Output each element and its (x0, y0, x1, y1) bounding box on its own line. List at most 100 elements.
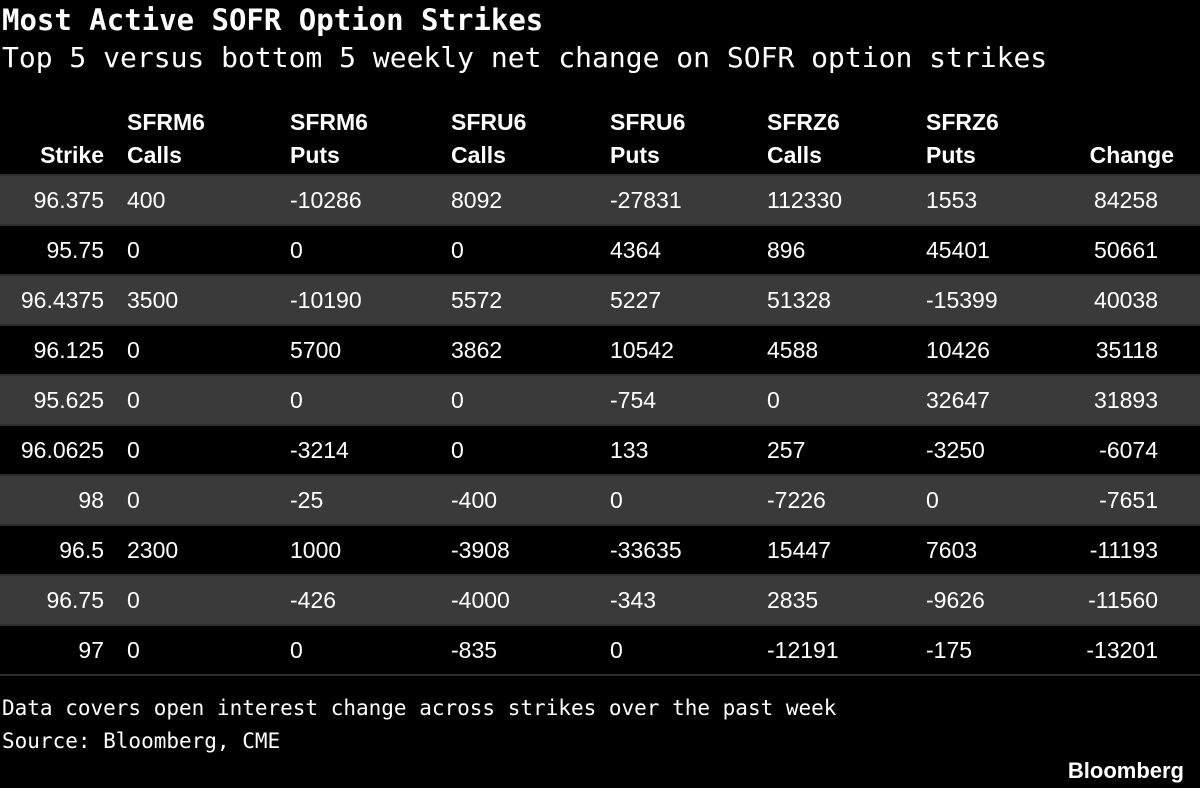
cell-change: -11560 (1088, 587, 1158, 613)
cell-sfrz6-calls: 51328 (767, 287, 831, 313)
table-row: 95.75 0 0 0 4364 896 45401 50661 (0, 226, 1200, 276)
column-header-sfrm6-calls: SFRM6 Calls (127, 106, 205, 172)
cell-sfrz6-calls: -12191 (767, 637, 839, 663)
cell-sfrz6-puts: 1553 (926, 187, 978, 213)
cell-sfrz6-puts: 7603 (926, 537, 978, 563)
cell-sfrm6-puts: -426 (290, 587, 337, 613)
table-row: 95.625 0 0 0 -754 0 32647 31893 (0, 376, 1200, 426)
cell-change: -6074 (1099, 437, 1158, 463)
cell-sfru6-puts: -343 (610, 587, 657, 613)
cell-change: -11193 (1089, 537, 1158, 563)
column-header-strike: Strike (0, 106, 104, 172)
table-row: 96.375 400 -10286 8092 -27831 112330 1553 84258 (0, 174, 1200, 226)
footnote-data-note: Data covers open interest change across … (2, 696, 837, 720)
cell-sfru6-puts: -33635 (610, 537, 682, 563)
cell-strike: 98 (78, 487, 104, 513)
cell-change: 84258 (1094, 187, 1158, 213)
cell-change: 50661 (1094, 237, 1158, 263)
cell-sfrz6-puts: 45401 (926, 237, 990, 263)
cell-change: 40038 (1094, 287, 1158, 313)
cell-sfrm6-calls: 0 (127, 337, 140, 363)
column-header-change: Change (1040, 106, 1174, 172)
cell-sfru6-puts: 4364 (610, 237, 662, 263)
column-header-sfrm6-puts: SFRM6 Puts (290, 106, 368, 172)
cell-sfru6-calls: 0 (451, 237, 464, 263)
cell-sfrz6-calls: 15447 (767, 537, 831, 563)
cell-sfru6-puts: -754 (610, 387, 657, 413)
cell-strike: 96.375 (33, 187, 104, 213)
cell-sfrz6-calls: 4588 (767, 337, 819, 363)
cell-sfrm6-calls: 0 (127, 637, 140, 663)
cell-change: -13201 (1086, 637, 1158, 663)
cell-sfrz6-puts: -175 (926, 637, 973, 663)
cell-sfrm6-puts: -25 (290, 487, 324, 513)
table-row: 97 0 0 -835 0 -12191 -175 -13201 (0, 626, 1200, 676)
cell-sfru6-calls: -3908 (451, 537, 510, 563)
chart-title: Most Active SOFR Option Strikes (2, 3, 544, 37)
column-header-line1 (1040, 106, 1174, 139)
cell-sfrm6-calls: 0 (127, 237, 140, 263)
table-row: 96.4375 3500 -10190 5572 5227 51328 -15399 4003… (0, 276, 1200, 326)
cell-strike: 96.125 (33, 337, 104, 363)
column-header-sfru6-calls: SFRU6 Calls (451, 106, 526, 172)
cell-change: 35118 (1095, 337, 1158, 363)
cell-sfrz6-calls: -7226 (767, 487, 826, 513)
chart-subtitle: Top 5 versus bottom 5 weekly net change … (2, 41, 1048, 74)
cell-sfrm6-calls: 0 (127, 587, 140, 613)
table-row: 96.0625 0 -3214 0 133 257 -3250 -6074 (0, 426, 1200, 476)
cell-sfrm6-calls: 2300 (127, 537, 179, 563)
column-header-sfrz6-calls: SFRZ6 Calls (767, 106, 840, 172)
cell-sfrm6-puts: -10190 (290, 287, 362, 313)
cell-strike: 96.75 (46, 587, 104, 613)
cell-sfrm6-puts: 0 (290, 637, 303, 663)
cell-sfrm6-calls: 0 (127, 437, 140, 463)
column-header-line1: SFRM6 (290, 109, 368, 135)
cell-sfrm6-calls: 3500 (127, 287, 179, 313)
column-header-sfrz6-puts: SFRZ6 Puts (926, 106, 999, 172)
column-header-line2: Puts (290, 142, 340, 168)
cell-sfrz6-puts: 10426 (926, 337, 990, 363)
cell-sfru6-calls: 3862 (451, 337, 503, 363)
column-header-line2: Puts (926, 142, 976, 168)
cell-strike: 96.5 (59, 537, 104, 563)
cell-sfrm6-puts: 5700 (290, 337, 342, 363)
cell-sfru6-puts: -27831 (610, 187, 682, 213)
column-header-line2: Change (1089, 142, 1174, 168)
cell-strike: 95.625 (33, 387, 104, 413)
cell-sfrz6-puts: -3250 (926, 437, 985, 463)
cell-sfrz6-puts: -15399 (926, 287, 998, 313)
cell-sfrz6-calls: 112330 (767, 187, 843, 213)
cell-sfrz6-calls: 0 (767, 387, 780, 413)
cell-sfrm6-puts: -3214 (290, 437, 349, 463)
cell-sfru6-calls: 8092 (451, 187, 503, 213)
cell-sfrm6-puts: -10286 (290, 187, 362, 213)
column-header-line2: Calls (127, 142, 182, 168)
cell-sfru6-puts: 0 (610, 487, 623, 513)
cell-sfrm6-puts: 0 (290, 387, 303, 413)
column-header-line2: Strike (40, 142, 104, 168)
cell-sfru6-puts: 0 (610, 637, 623, 663)
cell-sfru6-puts: 10542 (610, 337, 674, 363)
cell-sfru6-puts: 5227 (610, 287, 662, 313)
cell-sfru6-calls: -400 (451, 487, 498, 513)
bloomberg-logo: Bloomberg (1067, 758, 1184, 783)
cell-sfru6-calls: -4000 (451, 587, 510, 613)
cell-sfrz6-puts: 0 (926, 487, 939, 513)
column-header-line1 (0, 106, 104, 139)
cell-sfrm6-calls: 400 (127, 187, 166, 213)
table-row: 96.75 0 -426 -4000 -343 2835 -9626 -11560 (0, 576, 1200, 626)
cell-strike: 96.4375 (20, 287, 104, 313)
column-header-line2: Calls (451, 142, 506, 168)
column-header-line2: Calls (767, 142, 822, 168)
table-row: 96.5 2300 1000 -3908 -33635 15447 7603 -11193 (0, 526, 1200, 576)
column-header-line1: SFRU6 (610, 109, 686, 135)
table-row: 96.125 0 5700 3862 10542 4588 10426 35118 (0, 326, 1200, 376)
cell-change: 31893 (1094, 387, 1158, 413)
cell-sfrz6-calls: 896 (767, 237, 806, 263)
cell-sfru6-calls: -835 (451, 637, 498, 663)
cell-sfrz6-calls: 257 (767, 437, 806, 463)
cell-sfru6-puts: 133 (610, 437, 649, 463)
cell-sfrm6-calls: 0 (127, 387, 140, 413)
cell-strike: 97 (78, 637, 104, 663)
column-header-sfru6-puts: SFRU6 Puts (610, 106, 685, 172)
